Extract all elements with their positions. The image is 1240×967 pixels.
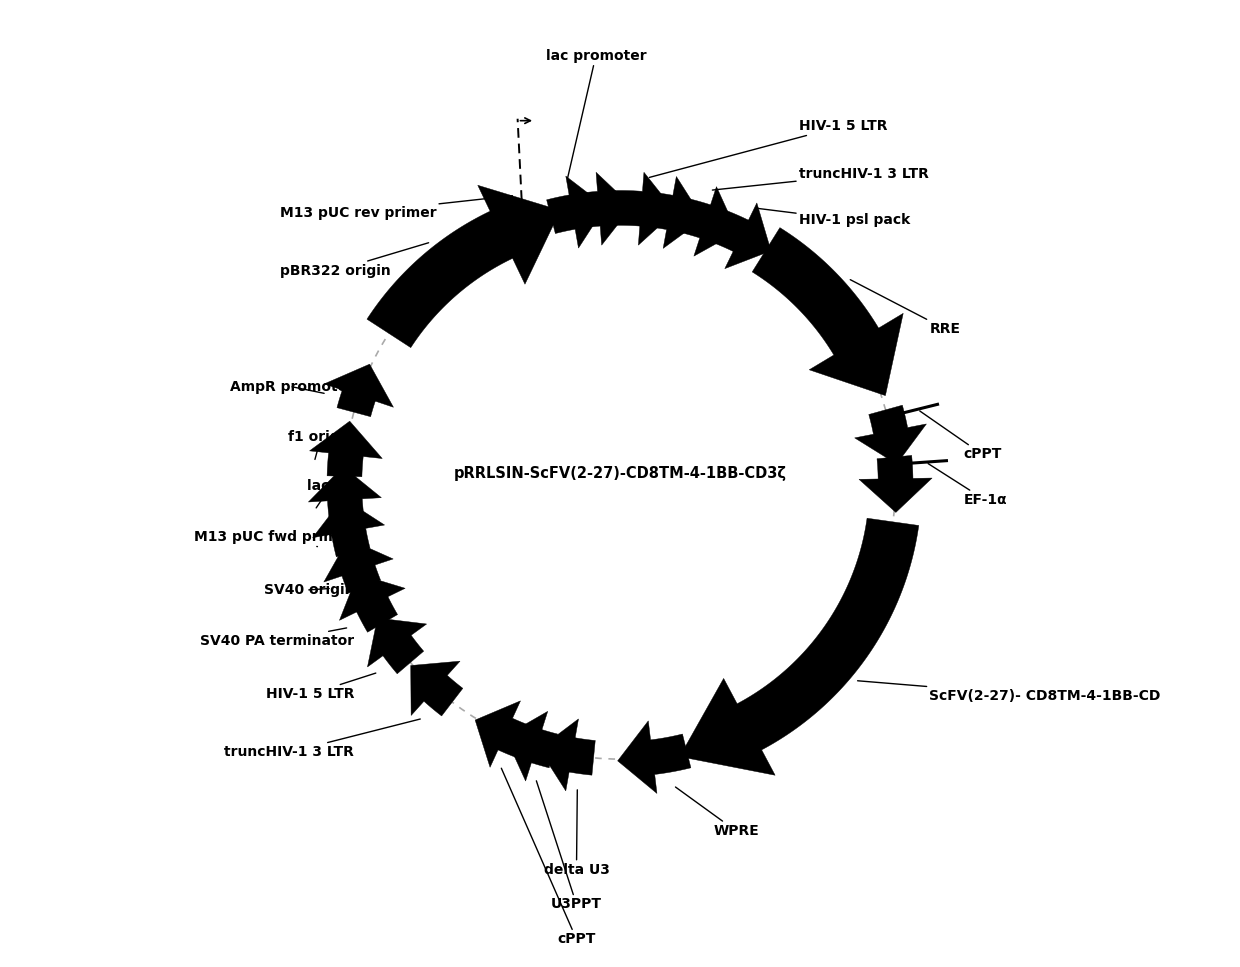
Polygon shape: [615, 172, 676, 246]
Text: U3PPT: U3PPT: [537, 780, 601, 911]
Polygon shape: [681, 187, 737, 256]
Polygon shape: [410, 661, 463, 716]
Text: lac promoter: lac promoter: [546, 49, 646, 179]
Text: SV40 PA terminator: SV40 PA terminator: [200, 628, 355, 648]
Polygon shape: [312, 498, 384, 557]
Polygon shape: [753, 227, 903, 396]
Polygon shape: [324, 539, 393, 594]
Polygon shape: [310, 422, 382, 477]
Text: pBR322 origin: pBR322 origin: [279, 243, 429, 278]
Text: f1 origin: f1 origin: [288, 430, 355, 459]
Text: ScFV(2-27)- CD8TM-4-1BB-CD: ScFV(2-27)- CD8TM-4-1BB-CD: [858, 681, 1161, 703]
Text: HIV-1 psl pack: HIV-1 psl pack: [758, 208, 910, 227]
Polygon shape: [367, 618, 427, 674]
Text: RRE: RRE: [851, 279, 961, 336]
Text: WPRE: WPRE: [676, 787, 759, 837]
Text: HIV-1 5 LTR: HIV-1 5 LTR: [650, 119, 888, 177]
Text: M13 pUC rev primer: M13 pUC rev primer: [279, 195, 512, 220]
Polygon shape: [505, 712, 558, 781]
Text: lacZ a: lacZ a: [308, 480, 355, 508]
Polygon shape: [618, 720, 691, 794]
Text: HIV-1 5 LTR: HIV-1 5 LTR: [265, 673, 376, 701]
Text: SV40 origin: SV40 origin: [264, 583, 355, 597]
Polygon shape: [539, 718, 595, 791]
Text: M13 pUC fwd primer: M13 pUC fwd primer: [195, 530, 355, 546]
Polygon shape: [367, 186, 560, 347]
Polygon shape: [309, 467, 382, 519]
Polygon shape: [475, 701, 527, 768]
Text: cPPT: cPPT: [501, 768, 595, 946]
Text: delta U3: delta U3: [543, 790, 609, 876]
Polygon shape: [714, 203, 771, 269]
Polygon shape: [859, 455, 932, 513]
Polygon shape: [547, 176, 605, 249]
Text: cPPT: cPPT: [920, 411, 1002, 461]
Polygon shape: [680, 518, 919, 776]
Text: EF-1α: EF-1α: [928, 463, 1007, 507]
Polygon shape: [642, 177, 703, 249]
Text: AmpR promoter: AmpR promoter: [231, 380, 355, 394]
Text: truncHIV-1 3 LTR: truncHIV-1 3 LTR: [224, 719, 420, 759]
Polygon shape: [324, 365, 393, 417]
Polygon shape: [854, 405, 926, 464]
Polygon shape: [340, 573, 405, 632]
Polygon shape: [579, 172, 632, 246]
Text: truncHIV-1 3 LTR: truncHIV-1 3 LTR: [713, 167, 929, 190]
Text: pRRLSIN-ScFV(2-27)-CD8TM-4-1BB-CD3ζ: pRRLSIN-ScFV(2-27)-CD8TM-4-1BB-CD3ζ: [454, 466, 786, 482]
